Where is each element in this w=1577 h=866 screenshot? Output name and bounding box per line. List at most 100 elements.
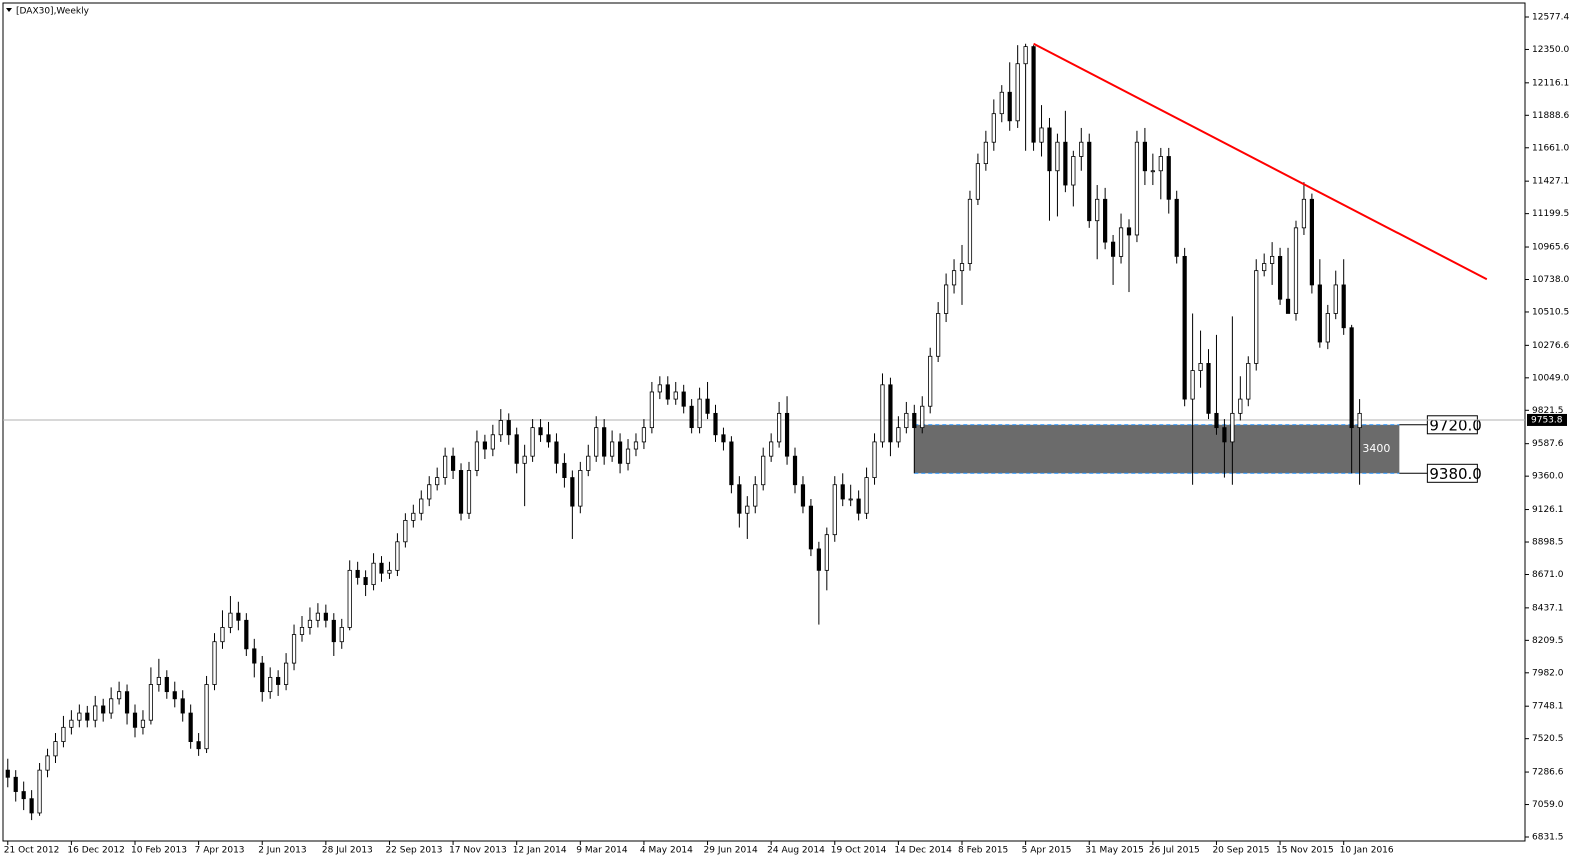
y-tick-label: 7982.0 xyxy=(1532,668,1564,678)
candle-body xyxy=(1270,255,1275,264)
candle-body xyxy=(546,434,551,443)
candle-body xyxy=(116,691,122,700)
x-tick-label: 4 May 2014 xyxy=(640,846,693,856)
y-tick-label: 12116.1 xyxy=(1532,78,1569,88)
x-tick-label: 29 Jun 2014 xyxy=(704,846,758,856)
candle-body xyxy=(53,741,58,757)
candle-body xyxy=(777,412,782,443)
candle-body xyxy=(928,355,933,407)
candle-body xyxy=(482,441,487,450)
candle-body xyxy=(93,705,98,721)
candle-body xyxy=(5,769,10,778)
candle-body xyxy=(912,412,917,429)
candle-body xyxy=(419,498,424,514)
candle-body xyxy=(1031,46,1036,143)
zone-points: 3400 xyxy=(1362,442,1390,455)
candle-body xyxy=(387,569,392,574)
y-tick-label: 9126.1 xyxy=(1532,505,1564,515)
plot-frame xyxy=(2,2,1526,842)
candle-body xyxy=(156,676,161,685)
candle-body xyxy=(633,441,639,450)
candle-body xyxy=(1190,370,1195,400)
candle-body xyxy=(1214,412,1219,429)
candle-body xyxy=(888,384,893,443)
candle-body xyxy=(641,427,647,443)
candle-body xyxy=(1198,363,1203,371)
x-tick-label: 16 Dec 2012 xyxy=(67,846,125,856)
candle-body xyxy=(331,619,336,643)
candle-body xyxy=(458,470,464,514)
candle-body xyxy=(506,420,511,436)
x-tick-label: 19 Oct 2014 xyxy=(831,846,887,856)
candle-body xyxy=(1174,198,1179,257)
y-tick-label: 9587.6 xyxy=(1532,439,1564,449)
candle-body xyxy=(1055,141,1060,172)
candle-body xyxy=(1206,363,1211,414)
candle-body xyxy=(1023,46,1028,65)
y-tick-label: 6831.5 xyxy=(1532,833,1564,843)
candle-body xyxy=(617,441,623,464)
candle-body xyxy=(864,477,869,514)
x-tick-label: 8 Feb 2015 xyxy=(958,846,1008,856)
x-tick-label: 20 Sep 2015 xyxy=(1212,846,1269,856)
candle-body xyxy=(681,391,686,407)
y-tick-label: 10276.6 xyxy=(1532,341,1569,351)
y-tick-label: 10049.0 xyxy=(1532,373,1569,383)
menu-arrow xyxy=(6,8,12,12)
candle-body xyxy=(443,455,448,478)
candle-body xyxy=(848,498,853,501)
candle-body xyxy=(1079,141,1084,157)
y-tick-label: 11199.5 xyxy=(1532,209,1569,219)
candle-body xyxy=(514,434,519,464)
candle-body xyxy=(315,612,320,621)
candle-body xyxy=(148,684,154,721)
candle-body xyxy=(1063,141,1068,186)
x-tick-label: 26 Jul 2015 xyxy=(1149,846,1200,856)
y-tick-label: 12577.4 xyxy=(1532,12,1569,22)
candle-body xyxy=(490,434,495,450)
candle-body xyxy=(594,427,599,457)
candle-body xyxy=(1047,127,1052,172)
candle-body xyxy=(705,398,710,414)
zone-label-box xyxy=(1426,463,1478,483)
y-tick-label: 11888.6 xyxy=(1532,111,1569,121)
candle-body xyxy=(379,562,384,574)
candle-body xyxy=(999,91,1004,115)
candle-body xyxy=(411,512,416,521)
candle-body xyxy=(307,619,313,628)
candle-body xyxy=(1246,363,1251,400)
candle-body xyxy=(959,263,965,272)
candle-body xyxy=(975,163,981,200)
candle-body xyxy=(140,719,146,728)
candle-body xyxy=(252,648,257,664)
candle-body xyxy=(474,441,480,471)
candle-body xyxy=(936,313,941,357)
candle-body xyxy=(1277,255,1283,300)
candle-body xyxy=(824,534,829,571)
candle-body xyxy=(625,448,631,464)
candle-body xyxy=(77,712,82,721)
candle-body xyxy=(610,441,615,457)
y-tick-label: 7748.1 xyxy=(1532,702,1564,712)
candle-body xyxy=(291,634,297,664)
candle-body xyxy=(299,627,305,635)
candle-body xyxy=(260,662,265,693)
candle-body xyxy=(951,270,957,286)
candle-body xyxy=(721,434,726,443)
candle-body xyxy=(522,455,527,464)
candle-body xyxy=(1134,141,1140,236)
candle-body xyxy=(530,427,535,457)
candle-body xyxy=(276,676,281,685)
x-tick-label: 28 Jul 2013 xyxy=(322,846,373,856)
candle-body xyxy=(196,741,201,750)
y-tick-label: 9360.0 xyxy=(1532,472,1564,482)
candle-body xyxy=(1238,398,1243,414)
candle-body xyxy=(29,798,34,814)
candle-body xyxy=(792,455,798,486)
y-tick-label: 10965.6 xyxy=(1532,243,1569,253)
candle-body xyxy=(13,776,18,792)
x-tick-label: 14 Dec 2014 xyxy=(894,846,952,856)
candle-body xyxy=(1254,270,1259,364)
x-tick-label: 17 Nov 2013 xyxy=(449,846,507,856)
candle-body xyxy=(649,391,654,429)
